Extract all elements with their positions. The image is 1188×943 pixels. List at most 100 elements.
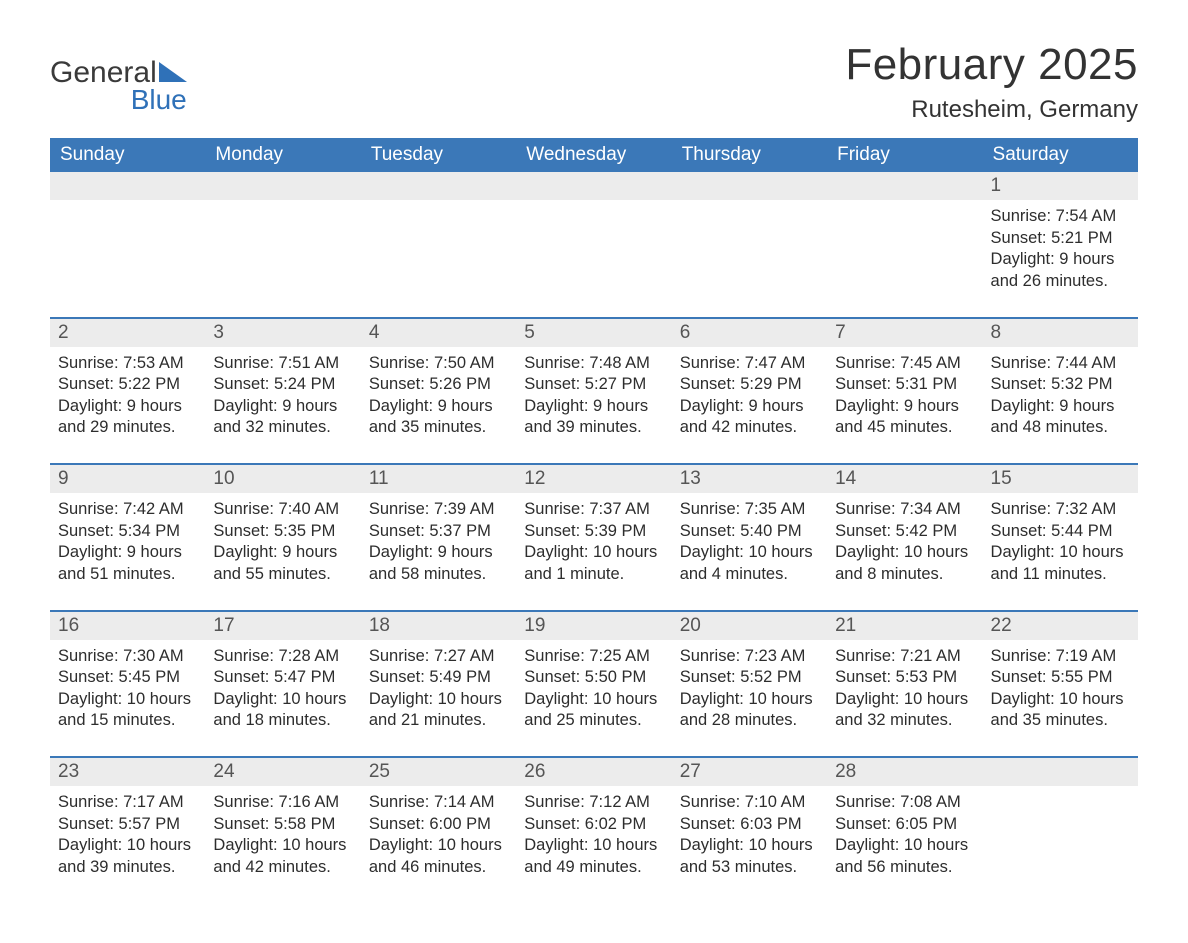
day-details: Sunrise: 7:34 AMSunset: 5:42 PMDaylight:… — [827, 493, 982, 610]
sunrise-line: Sunrise: 7:35 AM — [680, 499, 819, 520]
day-details: Sunrise: 7:51 AMSunset: 5:24 PMDaylight:… — [205, 347, 360, 464]
day-number — [361, 172, 516, 200]
weekday-header: Monday — [205, 138, 360, 172]
day1-line: Daylight: 9 hours — [213, 396, 352, 417]
sunrise-line: Sunrise: 7:08 AM — [835, 792, 974, 813]
calendar-cell — [672, 172, 827, 317]
sunrise-line: Sunrise: 7:27 AM — [369, 646, 508, 667]
calendar-cell: 18Sunrise: 7:27 AMSunset: 5:49 PMDayligh… — [361, 610, 516, 757]
day2-line: and 15 minutes. — [58, 710, 197, 731]
day-details: Sunrise: 7:10 AMSunset: 6:03 PMDaylight:… — [672, 786, 827, 903]
day2-line: and 32 minutes. — [213, 417, 352, 438]
day-details: Sunrise: 7:44 AMSunset: 5:32 PMDaylight:… — [983, 347, 1138, 464]
day2-line: and 26 minutes. — [991, 271, 1130, 292]
day-number: 26 — [516, 756, 671, 786]
sunset-line: Sunset: 5:37 PM — [369, 521, 508, 542]
day2-line: and 39 minutes. — [58, 857, 197, 878]
calendar-cell: 25Sunrise: 7:14 AMSunset: 6:00 PMDayligh… — [361, 756, 516, 903]
calendar-cell: 21Sunrise: 7:21 AMSunset: 5:53 PMDayligh… — [827, 610, 982, 757]
sunset-line: Sunset: 5:53 PM — [835, 667, 974, 688]
day1-line: Daylight: 10 hours — [680, 835, 819, 856]
day1-line: Daylight: 10 hours — [58, 835, 197, 856]
calendar-table: Sunday Monday Tuesday Wednesday Thursday… — [50, 138, 1138, 903]
day2-line: and 48 minutes. — [991, 417, 1130, 438]
day-number: 10 — [205, 463, 360, 493]
day2-line: and 35 minutes. — [991, 710, 1130, 731]
sunset-line: Sunset: 5:47 PM — [213, 667, 352, 688]
calendar-cell: 13Sunrise: 7:35 AMSunset: 5:40 PMDayligh… — [672, 463, 827, 610]
day-number: 1 — [983, 172, 1138, 200]
weekday-header: Thursday — [672, 138, 827, 172]
day-details: Sunrise: 7:32 AMSunset: 5:44 PMDaylight:… — [983, 493, 1138, 610]
day-details: Sunrise: 7:42 AMSunset: 5:34 PMDaylight:… — [50, 493, 205, 610]
day2-line: and 45 minutes. — [835, 417, 974, 438]
sunset-line: Sunset: 5:49 PM — [369, 667, 508, 688]
day2-line: and 46 minutes. — [369, 857, 508, 878]
calendar-cell: 4Sunrise: 7:50 AMSunset: 5:26 PMDaylight… — [361, 317, 516, 464]
day-number — [983, 756, 1138, 786]
day1-line: Daylight: 10 hours — [835, 835, 974, 856]
day-details: Sunrise: 7:19 AMSunset: 5:55 PMDaylight:… — [983, 640, 1138, 757]
sunset-line: Sunset: 5:40 PM — [680, 521, 819, 542]
day-details: Sunrise: 7:47 AMSunset: 5:29 PMDaylight:… — [672, 347, 827, 464]
day-number: 7 — [827, 317, 982, 347]
logo-word2: Blue — [50, 86, 187, 114]
day2-line: and 8 minutes. — [835, 564, 974, 585]
sunset-line: Sunset: 6:03 PM — [680, 814, 819, 835]
day2-line: and 21 minutes. — [369, 710, 508, 731]
calendar-cell: 15Sunrise: 7:32 AMSunset: 5:44 PMDayligh… — [983, 463, 1138, 610]
day-details: Sunrise: 7:16 AMSunset: 5:58 PMDaylight:… — [205, 786, 360, 903]
calendar-cell: 16Sunrise: 7:30 AMSunset: 5:45 PMDayligh… — [50, 610, 205, 757]
sunset-line: Sunset: 5:58 PM — [213, 814, 352, 835]
day1-line: Daylight: 9 hours — [58, 396, 197, 417]
calendar-cell: 6Sunrise: 7:47 AMSunset: 5:29 PMDaylight… — [672, 317, 827, 464]
sunrise-line: Sunrise: 7:44 AM — [991, 353, 1130, 374]
day-number: 4 — [361, 317, 516, 347]
sunrise-line: Sunrise: 7:48 AM — [524, 353, 663, 374]
sunrise-line: Sunrise: 7:32 AM — [991, 499, 1130, 520]
day2-line: and 29 minutes. — [58, 417, 197, 438]
day-details: Sunrise: 7:28 AMSunset: 5:47 PMDaylight:… — [205, 640, 360, 757]
logo-text: General Blue — [50, 58, 187, 114]
sunrise-line: Sunrise: 7:28 AM — [213, 646, 352, 667]
sunrise-line: Sunrise: 7:16 AM — [213, 792, 352, 813]
day2-line: and 51 minutes. — [58, 564, 197, 585]
sunset-line: Sunset: 5:50 PM — [524, 667, 663, 688]
day1-line: Daylight: 9 hours — [213, 542, 352, 563]
calendar-cell: 19Sunrise: 7:25 AMSunset: 5:50 PMDayligh… — [516, 610, 671, 757]
day2-line: and 4 minutes. — [680, 564, 819, 585]
day-number — [672, 172, 827, 200]
sunset-line: Sunset: 5:55 PM — [991, 667, 1130, 688]
calendar-cell: 12Sunrise: 7:37 AMSunset: 5:39 PMDayligh… — [516, 463, 671, 610]
day-number: 9 — [50, 463, 205, 493]
day1-line: Daylight: 10 hours — [680, 689, 819, 710]
day-number: 5 — [516, 317, 671, 347]
day2-line: and 53 minutes. — [680, 857, 819, 878]
day-number: 20 — [672, 610, 827, 640]
day-details: Sunrise: 7:48 AMSunset: 5:27 PMDaylight:… — [516, 347, 671, 464]
calendar-cell — [516, 172, 671, 317]
day-details — [983, 786, 1138, 894]
sunset-line: Sunset: 5:52 PM — [680, 667, 819, 688]
sunset-line: Sunset: 5:29 PM — [680, 374, 819, 395]
day1-line: Daylight: 9 hours — [369, 396, 508, 417]
calendar-cell — [50, 172, 205, 317]
weekday-header: Friday — [827, 138, 982, 172]
sunrise-line: Sunrise: 7:23 AM — [680, 646, 819, 667]
calendar-week-row: 16Sunrise: 7:30 AMSunset: 5:45 PMDayligh… — [50, 610, 1138, 757]
day-number: 24 — [205, 756, 360, 786]
sunset-line: Sunset: 5:31 PM — [835, 374, 974, 395]
location: Rutesheim, Germany — [845, 96, 1138, 124]
sunset-line: Sunset: 5:32 PM — [991, 374, 1130, 395]
logo: General Blue — [50, 58, 187, 114]
sunset-line: Sunset: 5:34 PM — [58, 521, 197, 542]
calendar-cell: 8Sunrise: 7:44 AMSunset: 5:32 PMDaylight… — [983, 317, 1138, 464]
day-details: Sunrise: 7:39 AMSunset: 5:37 PMDaylight:… — [361, 493, 516, 610]
calendar-cell: 10Sunrise: 7:40 AMSunset: 5:35 PMDayligh… — [205, 463, 360, 610]
sunset-line: Sunset: 5:35 PM — [213, 521, 352, 542]
day1-line: Daylight: 10 hours — [680, 542, 819, 563]
header: General Blue February 2025 Rutesheim, Ge… — [50, 40, 1138, 124]
sunset-line: Sunset: 5:21 PM — [991, 228, 1130, 249]
day-details: Sunrise: 7:54 AMSunset: 5:21 PMDaylight:… — [983, 200, 1138, 317]
sunset-line: Sunset: 5:42 PM — [835, 521, 974, 542]
